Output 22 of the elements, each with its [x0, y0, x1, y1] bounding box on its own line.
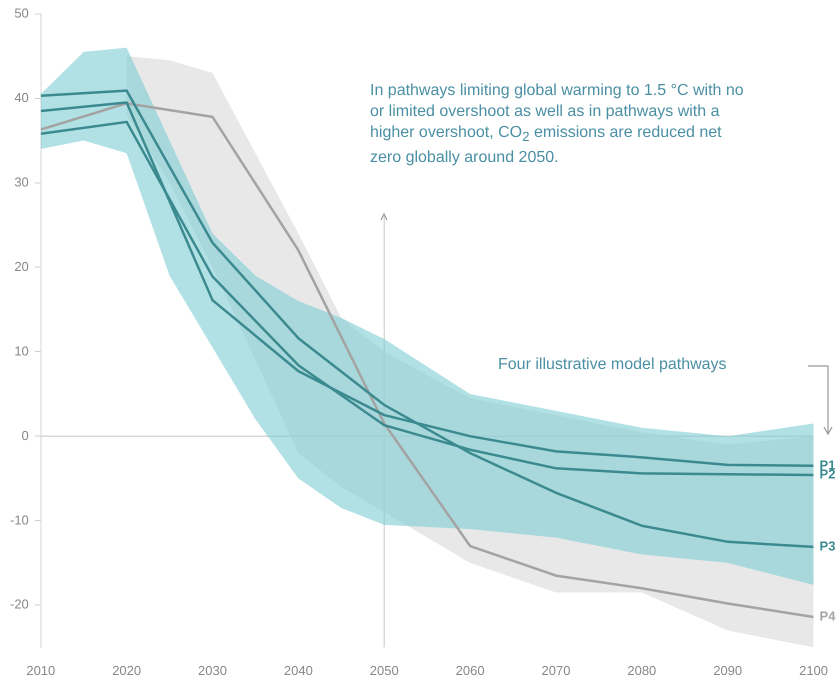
annotation: In pathways limiting global warming to 1.5 °C with no or limited overshoot as well as in pathways with a higher overshoot, CO$_{2}$ emissions are reduced net zero globally around 2050. — [370, 81, 745, 168]
y-tick-label: 50 — [14, 5, 29, 20]
y-tick-label: 30 — [14, 174, 29, 190]
x-tick-label: 2020 — [112, 662, 142, 678]
x-tick-label: 2050 — [370, 662, 399, 678]
x-tick-label: 2060 — [456, 662, 485, 678]
y-tick-label: 40 — [14, 90, 29, 105]
x-tick-label: 2100 — [799, 662, 828, 678]
series-label: P4 — [820, 608, 836, 624]
x-tick-label: 2080 — [627, 662, 656, 678]
y-tick-label: 10 — [14, 343, 29, 358]
x-tick-label: 2010 — [26, 662, 56, 678]
x-tick-label: 2030 — [198, 662, 227, 678]
y-tick-label: 0 — [22, 428, 29, 443]
annotation: Four illustrative model pathways — [498, 355, 728, 375]
y-tick-label: -20 — [10, 596, 29, 612]
y-tick-label: -10 — [10, 512, 29, 528]
series-label: P3 — [820, 538, 836, 554]
x-tick-label: 2090 — [713, 662, 742, 678]
y-tick-label: 20 — [14, 258, 29, 274]
x-tick-label: 2070 — [541, 662, 570, 678]
x-tick-label: 2040 — [284, 662, 313, 678]
